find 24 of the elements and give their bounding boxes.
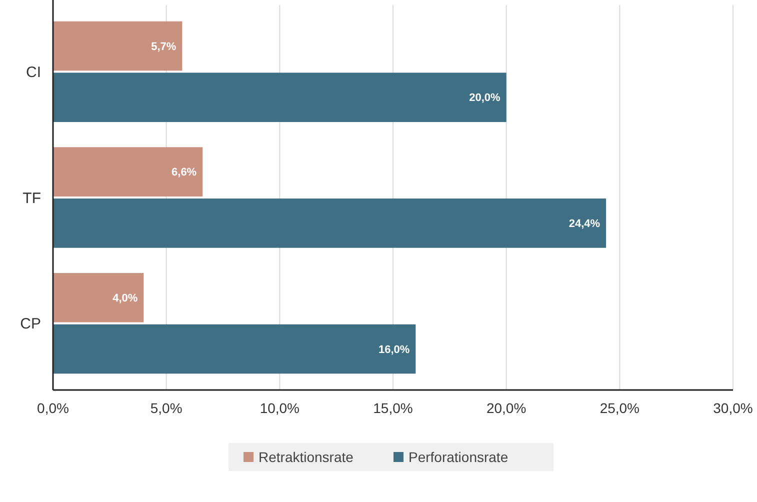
x-tick-label: 5,0% [150, 400, 182, 416]
data-label: 20,0% [469, 92, 501, 104]
data-label: 6,6% [172, 166, 197, 179]
y-tick-label: CI [26, 64, 41, 81]
data-label: 4,0% [112, 292, 138, 304]
x-tick-label: 0,0% [37, 400, 69, 416]
bar [53, 198, 606, 248]
y-tick-label: TF [22, 190, 41, 207]
bar [53, 147, 203, 196]
bar [53, 324, 416, 374]
legend-label: Perforationsrate [408, 448, 508, 465]
bar [53, 272, 144, 322]
x-tick-label: 30,0% [713, 400, 753, 416]
y-tick-label: CP [20, 316, 41, 333]
bar [53, 21, 182, 71]
data-label: 5,7% [151, 40, 176, 53]
x-tick-label: 25,0% [600, 400, 640, 416]
legend-label: Retraktionsrate [258, 448, 354, 465]
x-tick-label: 10,0% [260, 400, 300, 416]
data-label: 24,4% [568, 218, 600, 230]
x-tick-label: 20,0% [486, 400, 526, 416]
bar [53, 72, 506, 122]
data-label: 16,0% [378, 344, 410, 356]
x-tick-label: 15,0% [373, 400, 413, 416]
